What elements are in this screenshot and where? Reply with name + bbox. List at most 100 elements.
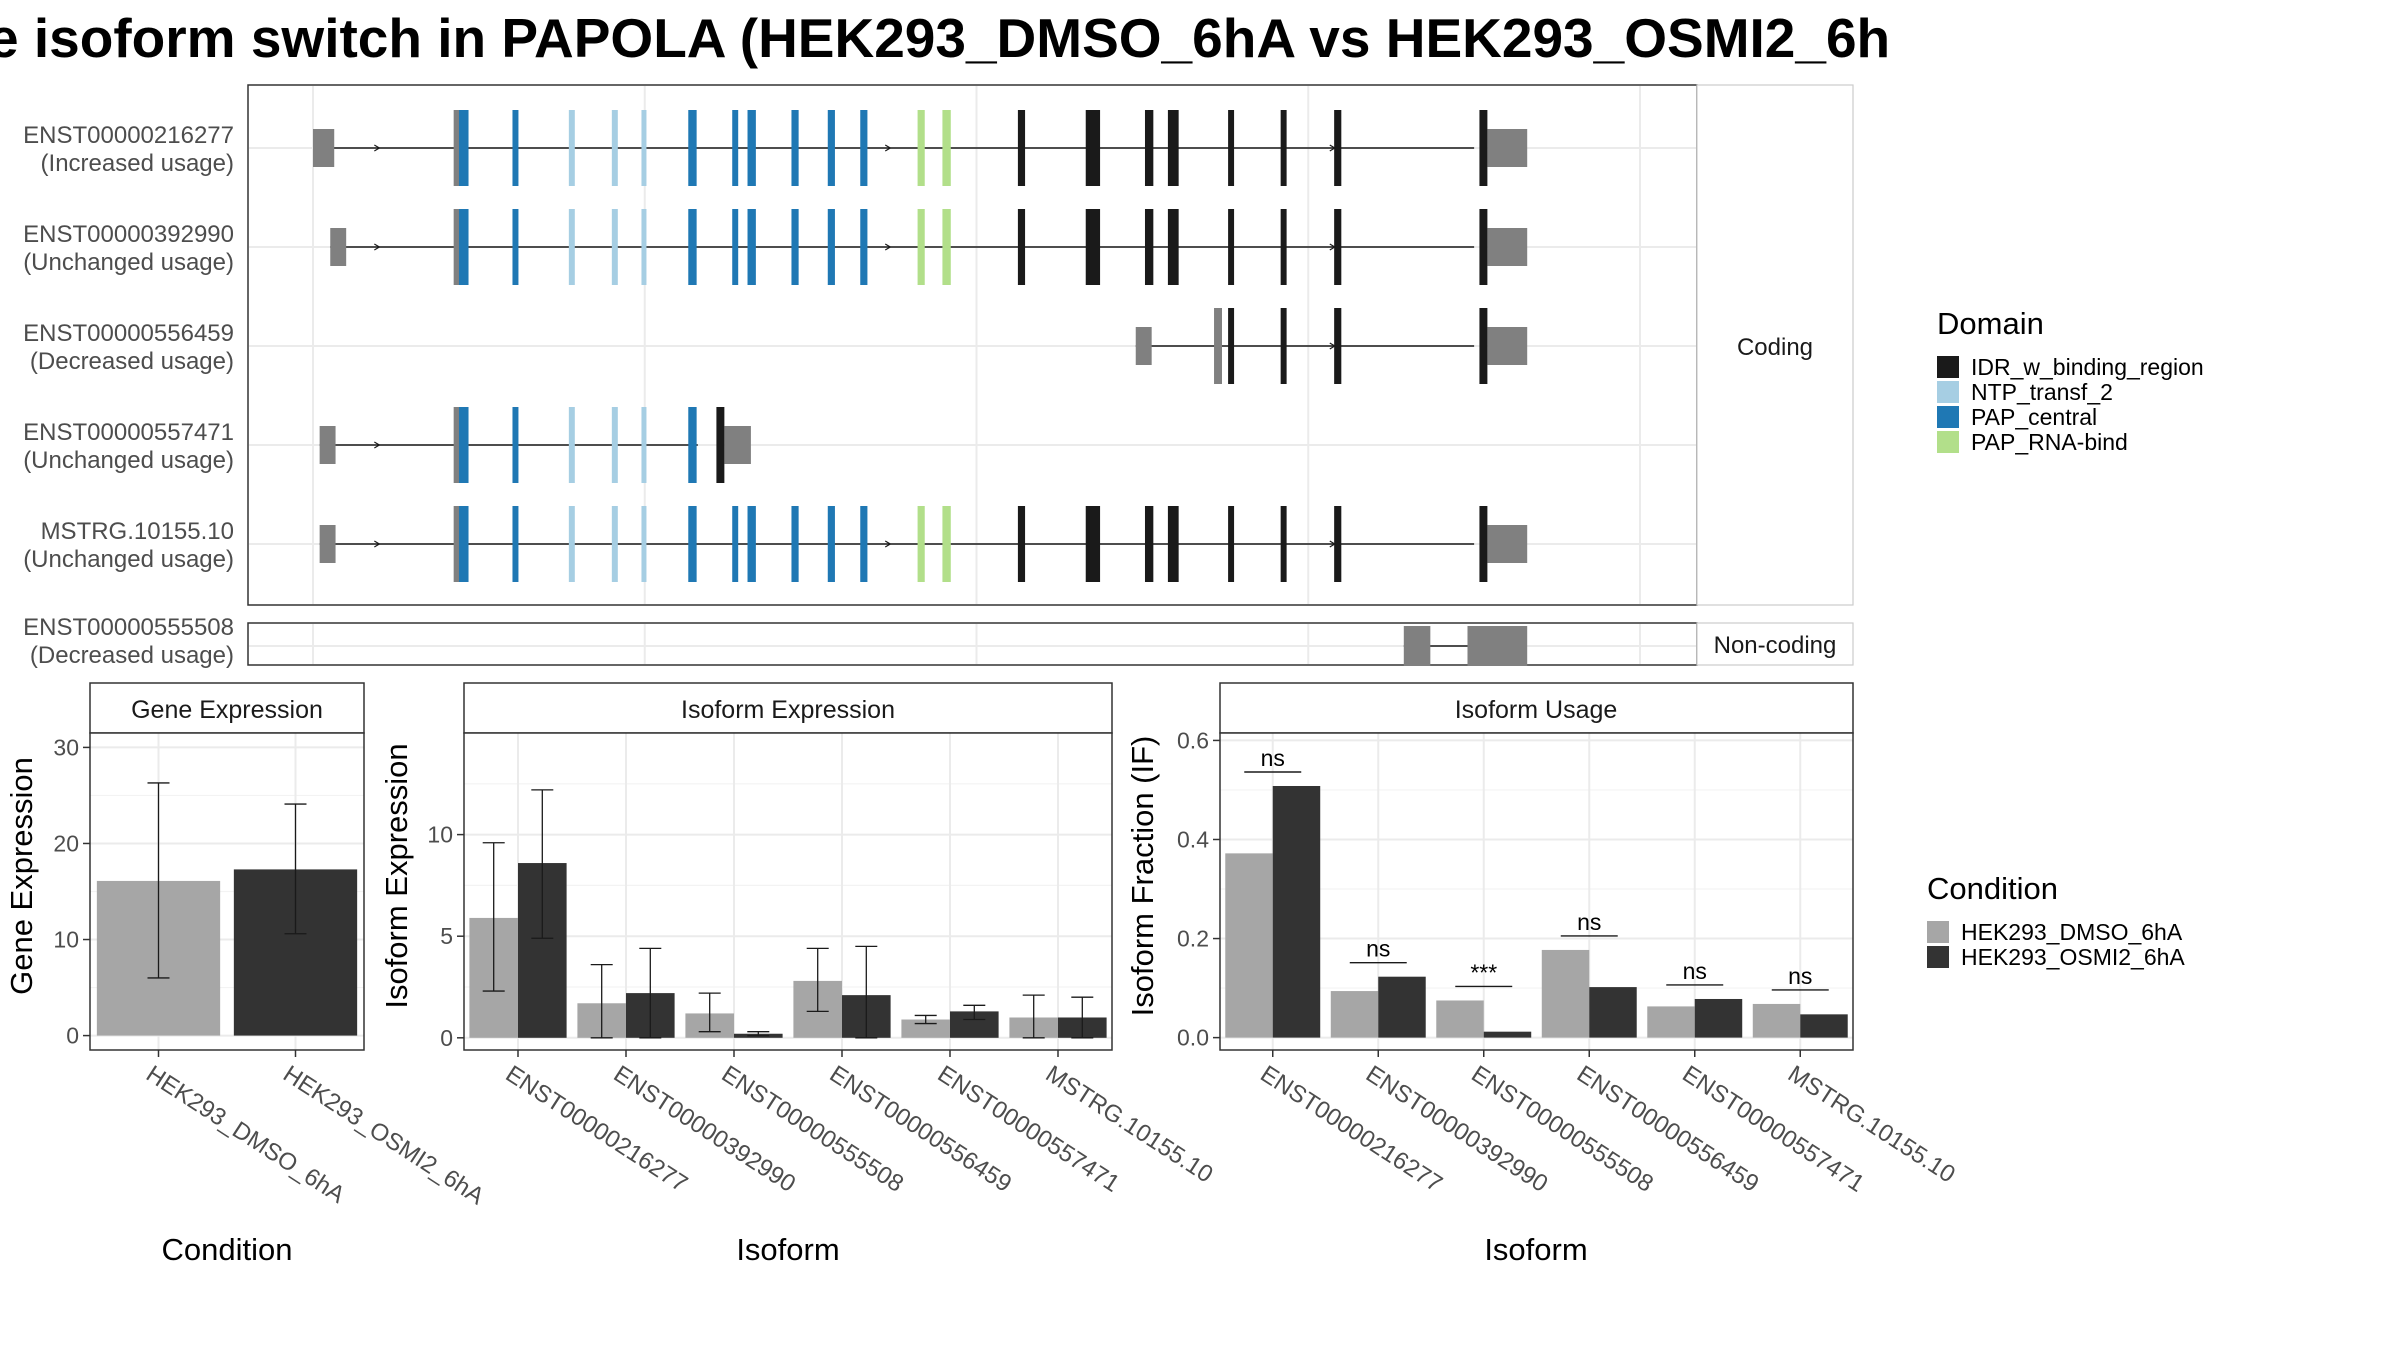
isoform-expression-title: Isoform Expression — [681, 696, 895, 724]
domain-legend-label: PAP_RNA-bind — [1971, 429, 2128, 455]
domain-exon — [1167, 506, 1179, 582]
isoform-usage-plot: ns ns *** ns ns ns 0.0 0.2 0.4 0.6 ENST00000216277… — [1177, 727, 1960, 1197]
domain-legend: Domain IDR_w_binding_regionNTP_transf_2P… — [1937, 306, 2204, 455]
bar — [901, 1019, 950, 1038]
utr-block — [724, 426, 751, 464]
utr-block — [1214, 308, 1222, 384]
domain-exon — [1167, 209, 1179, 285]
gene-expression-y-label: Gene Expression — [4, 757, 39, 995]
significance-label: ns — [1788, 963, 1812, 989]
condition-legend-swatch — [1927, 946, 1949, 968]
domain-exon — [688, 209, 697, 285]
utr-block — [313, 129, 335, 167]
transcript-usage-label: (Increased usage) — [41, 150, 234, 177]
transcript-id-label: ENST00000216277 — [23, 122, 234, 149]
domain-exon — [1167, 110, 1179, 186]
domain-exon — [1085, 506, 1101, 582]
y-tick-label: 0.6 — [1177, 727, 1209, 753]
plot-border — [89, 732, 365, 1051]
domain-exon — [458, 506, 469, 582]
y-tick-label: 30 — [53, 734, 79, 760]
structure-panel: Coding Non-coding ENST00000216277(Increa… — [23, 84, 1854, 669]
transcript-id-label: MSTRG.10155.10 — [41, 518, 234, 545]
x-tick-label: ENST00000555508 — [1466, 1060, 1658, 1197]
domain-exon — [568, 407, 575, 483]
domain-exon — [458, 209, 469, 285]
transcript-id-label: ENST00000556459 — [23, 320, 234, 347]
significance-label: ns — [1366, 936, 1390, 962]
utr-block — [319, 426, 336, 464]
intron-arrow — [374, 441, 381, 449]
coding-strip-label: Coding — [1737, 334, 1813, 361]
domain-exon — [1479, 308, 1488, 384]
intron-arrow — [1329, 342, 1336, 350]
domain-exon — [512, 209, 519, 285]
bar — [1225, 853, 1273, 1038]
domain-exon — [512, 110, 519, 186]
domain-exon — [1280, 110, 1287, 186]
x-tick-label: ENST00000556459 — [1572, 1060, 1764, 1197]
domain-exon — [458, 407, 469, 483]
isoform-expression-panel: Isoform Expression 0510ENST00000216277EN… — [379, 682, 1218, 1267]
domain-exon — [827, 209, 835, 285]
utr-block — [453, 407, 462, 483]
intron-arrow — [884, 144, 892, 152]
domain-exon — [917, 110, 925, 186]
domain-exon — [1479, 110, 1488, 186]
isoform-usage-x-label: Isoform — [1484, 1232, 1587, 1267]
bar — [1694, 998, 1743, 1038]
utr-block — [453, 506, 462, 582]
domain-exon — [611, 209, 618, 285]
domain-exon — [732, 110, 739, 186]
domain-exon — [1479, 209, 1488, 285]
isoform-expression-x-label: Isoform — [736, 1232, 839, 1267]
domain-exon — [716, 407, 725, 483]
domain-exon — [641, 407, 647, 483]
isoform-usage-title: Isoform Usage — [1455, 696, 1618, 724]
domain-exon — [1280, 506, 1287, 582]
domain-legend-title: Domain — [1937, 306, 2044, 341]
domain-legend-items: IDR_w_binding_regionNTP_transf_2PAP_cent… — [1937, 354, 2204, 455]
domain-exon — [1228, 506, 1235, 582]
y-tick-label: 5 — [440, 923, 453, 949]
domain-exon — [1479, 506, 1488, 582]
y-tick-label: 0.4 — [1177, 826, 1209, 852]
intron-arrow — [374, 243, 381, 251]
isoform-expression-y-label: Isoform Expression — [379, 743, 414, 1008]
domain-legend-swatch — [1937, 431, 1959, 453]
domain-legend-label: NTP_transf_2 — [1971, 379, 2113, 405]
domain-exon — [747, 209, 756, 285]
domain-exon — [1334, 209, 1342, 285]
x-tick-label: ENST00000216277 — [501, 1060, 693, 1197]
domain-exon — [688, 506, 697, 582]
domain-exon — [1228, 110, 1235, 186]
domain-exon — [688, 407, 697, 483]
transcript-usage-label: (Decreased usage) — [30, 642, 234, 669]
domain-exon — [1017, 110, 1026, 186]
condition-legend-swatch — [1927, 921, 1949, 943]
domain-legend-swatch — [1937, 356, 1959, 378]
domain-exon — [791, 110, 799, 186]
domain-exon — [568, 209, 575, 285]
domain-exon — [860, 209, 868, 285]
transcript-rows — [313, 110, 1528, 666]
transcript-id-label: ENST00000557471 — [23, 419, 234, 446]
exon-block — [1467, 626, 1528, 666]
intron-arrow — [884, 540, 892, 548]
domain-exon — [942, 110, 951, 186]
y-tick-label: 0 — [440, 1025, 453, 1051]
bar — [1800, 1014, 1848, 1038]
domain-exon — [641, 209, 647, 285]
domain-exon — [917, 506, 925, 582]
domain-legend-label: PAP_central — [1971, 404, 2097, 430]
domain-exon — [1085, 110, 1101, 186]
intron-arrow — [1329, 243, 1336, 251]
y-tick-label: 10 — [427, 822, 453, 848]
domain-exon — [1334, 308, 1342, 384]
domain-exon — [942, 506, 951, 582]
domain-exon — [458, 110, 469, 186]
intron-arrow — [374, 144, 381, 152]
domain-exon — [512, 407, 519, 483]
